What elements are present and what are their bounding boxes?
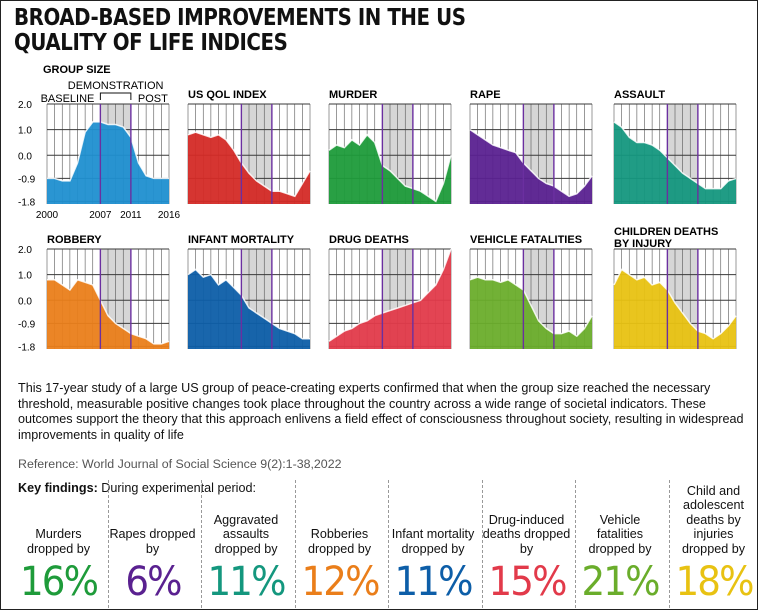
chart-title-robbery: ROBBERY (47, 234, 102, 246)
title-line-1: BROAD-BASED IMPROVEMENTS IN THE US (14, 5, 466, 31)
line-rape (469, 128, 593, 198)
reference-citation: Reference: World Journal of Social Scien… (18, 457, 342, 471)
x-tick-label: 2007 (89, 210, 112, 221)
demonstration-label: DEMONSTRATION (68, 80, 164, 92)
finding-percent: 6% (124, 559, 182, 605)
key-findings-label: Key findings: (18, 481, 98, 495)
chart-title-drug-deaths: DRUG DEATHS (329, 234, 409, 246)
finding-label: Rapes dropped by (109, 527, 196, 556)
y-tick-label: 0.0 (18, 296, 32, 307)
chart-title-children-deaths-by-injury-line1: CHILDREN DEATHS (614, 226, 718, 238)
y-tick-label: 1.0 (18, 126, 32, 137)
line-vehicle-fatalities (469, 276, 593, 338)
infographic-title: BROAD-BASED IMPROVEMENTS IN THE US QUALI… (14, 6, 466, 56)
finding-label: Robberies dropped by (307, 527, 372, 556)
finding-infant-mortality: Infant mortality dropped by 11% (388, 480, 477, 608)
finding-murders: Murders dropped by 16% (14, 480, 103, 608)
x-tick-label: 2000 (36, 210, 59, 221)
key-findings-text: During experimental period: (97, 481, 256, 495)
demonstration-bracket (99, 92, 132, 100)
finding-assaults: Aggravated assaults dropped by 11% (201, 480, 290, 608)
area-assault (614, 121, 736, 204)
finding-label: Child and adolescent deaths by injuries … (681, 483, 746, 556)
finding-label: Vehicle fatalities dropped by (588, 512, 652, 556)
area-vehicle-fatalities (470, 277, 592, 349)
finding-label: Infant mortality dropped by (391, 527, 475, 556)
finding-percent: 18% (674, 559, 754, 605)
x-tick-label: 2016 (158, 210, 181, 221)
chart-title-murder: MURDER (329, 89, 377, 101)
finding-child-deaths: Child and adolescent deaths by injuries … (668, 480, 758, 608)
finding-label: Aggravated assaults dropped by (213, 512, 279, 556)
line-children-deaths-by-injury (613, 268, 737, 340)
y-tick-label: 2.0 (18, 245, 32, 256)
area-robbery (47, 279, 169, 349)
finding-label: Drug-induced deaths dropped by (482, 512, 571, 556)
title-line-2: QUALITY OF LIFE INDICES (14, 30, 288, 56)
chart-title-infant-mortality: INFANT MORTALITY (188, 234, 295, 246)
finding-rapes: Rapes dropped by 6% (107, 480, 197, 608)
line-murder (328, 133, 452, 203)
finding-drug-deaths: Drug-induced deaths dropped by 15% (481, 480, 571, 608)
finding-percent: 16% (19, 559, 99, 605)
area-us-qol-index (188, 132, 310, 204)
line-group-size (47, 121, 169, 182)
line-assault (613, 121, 737, 190)
y-tick-label: 2.0 (18, 100, 32, 111)
y-tick-label: 1.0 (18, 271, 32, 282)
finding-label: Murders dropped by (26, 527, 91, 556)
y-tick-label: -0.9 (18, 319, 36, 330)
line-infant-mortality (187, 268, 310, 340)
chart-title-assault: ASSAULT (614, 89, 665, 101)
chart-title-children-deaths-by-injury-line2: BY INJURY (614, 238, 673, 250)
baseline-label: BASELINE (41, 93, 95, 105)
area-murder (329, 134, 451, 204)
chart-title-us-qol-index: US QOL INDEX (188, 89, 267, 101)
study-description: This 17-year study of a large US group o… (18, 381, 744, 442)
finding-vehicle-fatalities: Vehicle fatalities dropped by 21% (575, 480, 664, 608)
finding-percent: 11% (394, 559, 473, 605)
y-tick-label: -0.9 (18, 174, 36, 185)
finding-percent: 21% (581, 559, 660, 605)
finding-percent: 11% (207, 559, 286, 605)
finding-percent: 15% (487, 559, 567, 605)
line-us-qol-index (187, 131, 311, 198)
y-tick-label: 0.0 (18, 151, 32, 162)
chart-title-vehicle-fatalities: VEHICLE FATALITIES (470, 234, 582, 246)
line-drug-deaths (328, 248, 452, 342)
y-tick-label: -1.8 (18, 197, 36, 208)
line-robbery (47, 278, 170, 345)
area-group-size (47, 121, 169, 204)
chart-title-rape: RAPE (470, 89, 501, 101)
post-label: POST (138, 93, 168, 105)
key-findings-heading: Key findings: During experimental period… (18, 481, 256, 495)
x-tick-label: 2011 (120, 210, 142, 221)
y-tick-label: -1.8 (18, 342, 36, 353)
finding-percent: 12% (300, 559, 380, 605)
chart-title-group-size: GROUP SIZE (43, 64, 111, 76)
finding-robberies: Robberies dropped by 12% (294, 480, 384, 608)
area-children-deaths-by-injury (614, 269, 736, 349)
